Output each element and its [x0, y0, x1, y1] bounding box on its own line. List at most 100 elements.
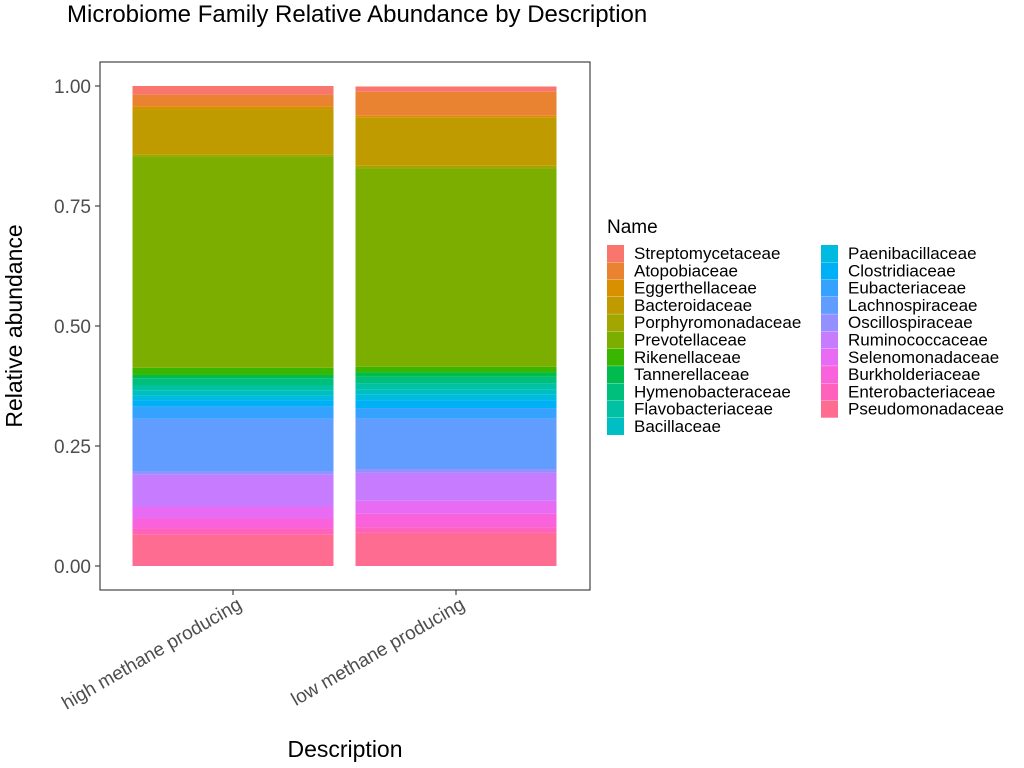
- bar-segment-high-methane-producing-prevotellaceae: [132, 156, 334, 368]
- legend-label-enterobacteriaceae: Enterobacteriaceae: [848, 382, 995, 401]
- legend-label-rikenellaceae: Rikenellaceae: [634, 348, 741, 367]
- legend-key-bacillaceae: [607, 418, 624, 435]
- bar-segment-high-methane-producing-flavobacteriaceae: [132, 385, 334, 391]
- x-tick-label: low methane producing: [288, 594, 469, 710]
- x-tick-label: high methane producing: [58, 594, 245, 714]
- bar-segment-high-methane-producing-eubacteriaceae: [132, 406, 334, 419]
- bar-segment-high-methane-producing-atopobiaceae: [132, 94, 334, 107]
- legend-label-eubacteriaceae: Eubacteriaceae: [848, 279, 966, 298]
- bar-segment-high-methane-producing-lachnospiraceae: [132, 418, 334, 472]
- bar-segment-low-methane-producing-porphyromonadaceae: [355, 165, 557, 169]
- legend-label-prevotellaceae: Prevotellaceae: [634, 331, 746, 350]
- y-tick-label: 0.00: [54, 557, 91, 578]
- bar-segment-low-methane-producing-hymenobacteraceae: [355, 376, 557, 384]
- bar-segment-low-methane-producing-oscillospiraceae: [355, 469, 557, 473]
- legend-label-selenomonadaceae: Selenomonadaceae: [848, 348, 999, 367]
- bar-segment-high-methane-producing-burkholderiaceae: [132, 518, 334, 529]
- y-tick-label: 0.75: [54, 197, 91, 218]
- legend-key-atopobiaceae: [607, 262, 624, 280]
- bar-segment-high-methane-producing-eggerthellaceae: [132, 106, 334, 110]
- y-tick-label: 1.00: [54, 77, 91, 98]
- bar-segment-high-methane-producing-paenibacillaceae: [132, 395, 334, 401]
- bar-segment-low-methane-producing-bacillaceae: [355, 389, 557, 395]
- legend-label-tannerellaceae: Tannerellaceae: [634, 365, 749, 384]
- bar-segment-low-methane-producing-streptomycetaceae: [355, 86, 557, 92]
- legend-key-ruminococcaceae: [821, 331, 838, 349]
- bar-segment-high-methane-producing-streptomycetaceae: [132, 86, 334, 95]
- y-tick-label: 0.50: [54, 317, 91, 338]
- bar-segment-high-methane-producing-rikenellaceae: [132, 367, 334, 375]
- bar-segment-low-methane-producing-flavobacteriaceae: [355, 383, 557, 390]
- legend-label-streptomycetaceae: Streptomycetaceae: [634, 244, 780, 263]
- bar-segment-low-methane-producing-lachnospiraceae: [355, 418, 557, 470]
- legend-key-oscillospiraceae: [821, 314, 838, 332]
- y-tick-label: 0.25: [54, 437, 91, 458]
- bar-segment-low-methane-producing-prevotellaceae: [355, 168, 557, 367]
- bar-segment-high-methane-producing-tannerellaceae: [132, 374, 334, 379]
- bar-segment-low-methane-producing-tannerellaceae: [355, 372, 557, 377]
- legend-label-paenibacillaceae: Paenibacillaceae: [848, 244, 977, 263]
- legend-key-lachnospiraceae: [821, 296, 838, 314]
- bar-segment-high-methane-producing-hymenobacteraceae: [132, 378, 334, 386]
- bar-segment-low-methane-producing-rikenellaceae: [355, 366, 557, 373]
- bar-segment-high-methane-producing-ruminococcaceae: [132, 474, 334, 507]
- bar-segment-low-methane-producing-paenibacillaceae: [355, 394, 557, 401]
- bar-segment-high-methane-producing-enterobacteriaceae: [132, 528, 334, 535]
- legend-key-hymenobacteraceae: [607, 383, 624, 401]
- bar-segment-low-methane-producing-enterobacteriaceae: [355, 527, 557, 533]
- legend-label-atopobiaceae: Atopobiaceae: [634, 261, 738, 280]
- bar-segment-high-methane-producing-clostridiaceae: [132, 400, 334, 407]
- bar-segment-high-methane-producing-bacteroidaceae: [132, 109, 334, 155]
- legend-label-flavobacteriaceae: Flavobacteriaceae: [634, 400, 773, 419]
- legend-title: Name: [607, 217, 658, 238]
- bar-segment-low-methane-producing-eubacteriaceae: [355, 408, 557, 419]
- bar-segment-low-methane-producing-bacteroidaceae: [355, 117, 557, 166]
- bar-segment-low-methane-producing-clostridiaceae: [355, 400, 557, 409]
- legend-label-burkholderiaceae: Burkholderiaceae: [848, 365, 980, 384]
- legend-key-burkholderiaceae: [821, 366, 838, 384]
- legend-key-selenomonadaceae: [821, 348, 838, 366]
- legend-key-clostridiaceae: [821, 262, 838, 280]
- legend-key-eubacteriaceae: [821, 279, 838, 297]
- bar-segment-low-methane-producing-selenomonadaceae: [355, 500, 557, 514]
- legend-key-paenibacillaceae: [821, 245, 838, 262]
- bar-segment-low-methane-producing-eggerthellaceae: [355, 115, 557, 118]
- legend-label-pseudomonadaceae: Pseudomonadaceae: [848, 400, 1004, 419]
- legend-label-hymenobacteraceae: Hymenobacteraceae: [634, 382, 791, 401]
- bar-segment-high-methane-producing-selenomonadaceae: [132, 506, 334, 519]
- bar-segment-high-methane-producing-porphyromonadaceae: [132, 154, 334, 157]
- legend-key-flavobacteriaceae: [607, 400, 624, 418]
- y-axis: 0.00 0.25 0.50 0.75 1.00: [54, 77, 100, 578]
- legend: Name StreptomycetaceaeAtopobiaceaeEggert…: [607, 217, 1004, 436]
- legend-label-eggerthellaceae: Eggerthellaceae: [634, 279, 757, 298]
- legend-key-rikenellaceae: [607, 348, 624, 366]
- bar-segment-low-methane-producing-burkholderiaceae: [355, 513, 557, 528]
- legend-key-prevotellaceae: [607, 331, 624, 349]
- bar-segment-high-methane-producing-oscillospiraceae: [132, 471, 334, 475]
- x-axis-title: Description: [287, 736, 402, 762]
- bar-segment-low-methane-producing-atopobiaceae: [355, 91, 557, 116]
- legend-key-bacteroidaceae: [607, 296, 624, 314]
- chart-title: Microbiome Family Relative Abundance by …: [67, 1, 647, 28]
- legend-key-tannerellaceae: [607, 366, 624, 384]
- legend-key-eggerthellaceae: [607, 279, 624, 297]
- bar-segment-low-methane-producing-pseudomonadaceae: [355, 532, 557, 566]
- bar-segment-low-methane-producing-ruminococcaceae: [355, 472, 557, 501]
- bars-group: [132, 86, 557, 566]
- y-axis-title: Relative abundance: [1, 224, 27, 427]
- legend-label-bacteroidaceae: Bacteroidaceae: [634, 296, 752, 315]
- legend-label-porphyromonadaceae: Porphyromonadaceae: [634, 313, 801, 332]
- legend-key-streptomycetaceae: [607, 245, 624, 262]
- legend-key-pseudomonadaceae: [821, 400, 838, 418]
- legend-label-clostridiaceae: Clostridiaceae: [848, 261, 956, 280]
- bar-segment-high-methane-producing-bacillaceae: [132, 390, 334, 396]
- bar-segment-high-methane-producing-pseudomonadaceae: [132, 534, 334, 566]
- legend-label-lachnospiraceae: Lachnospiraceae: [848, 296, 977, 315]
- legend-key-enterobacteriaceae: [821, 383, 838, 401]
- legend-key-porphyromonadaceae: [607, 314, 624, 332]
- legend-label-ruminococcaceae: Ruminococcaceae: [848, 331, 988, 350]
- legend-label-bacillaceae: Bacillaceae: [634, 417, 721, 436]
- legend-label-oscillospiraceae: Oscillospiraceae: [848, 313, 973, 332]
- x-axis: high methane producing low methane produc…: [58, 590, 469, 714]
